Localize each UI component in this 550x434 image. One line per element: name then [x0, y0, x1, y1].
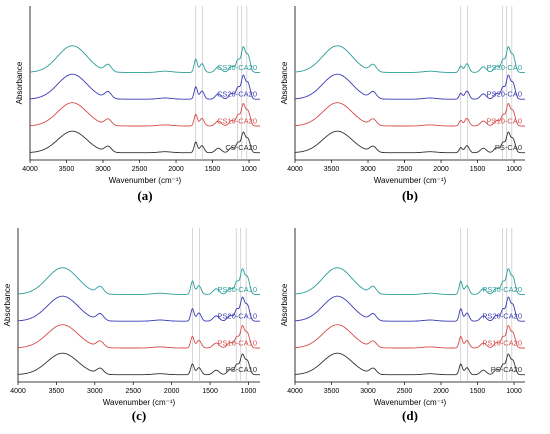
- series-label: PS20-CA0: [487, 90, 522, 99]
- series-line: [18, 295, 260, 322]
- series-line: [18, 267, 260, 295]
- x-tick-label: 1500: [470, 166, 486, 173]
- x-tick-label: 3500: [59, 166, 75, 173]
- x-tick-label: 2000: [168, 166, 184, 173]
- x-axis-label: Wavenumber (cm⁻¹): [109, 176, 182, 185]
- panel-label: (b): [402, 188, 418, 203]
- series-label: PS30-CA0: [487, 63, 522, 72]
- x-tick-label: 4000: [287, 388, 303, 395]
- x-tick-label: 3500: [324, 388, 340, 395]
- series-line: [295, 295, 525, 322]
- x-tick-label: 3000: [87, 388, 103, 395]
- series-label: PS10-CA10: [217, 338, 257, 347]
- y-axis-label: Absorbance: [280, 283, 289, 326]
- x-tick-label: 2000: [433, 388, 449, 395]
- series-label: PS-CA10: [226, 365, 257, 374]
- x-tick-label: 1500: [202, 388, 218, 395]
- x-tick-label: 3500: [49, 388, 65, 395]
- y-axis-label: Absorbance: [15, 61, 24, 104]
- chart-panel-2: 4000 3500 3000 2500 2000 1500 1000 Wavenumber (…: [280, 6, 525, 203]
- chart-panel-3: 4000 3500 3000 2500 2000 1500 1000 Wavenumber (…: [3, 228, 260, 423]
- series-label: PS20-CA10: [217, 312, 257, 321]
- series-line: [295, 324, 525, 349]
- x-tick-label: 2500: [397, 166, 413, 173]
- series-label: PS30-CA10: [217, 285, 257, 294]
- y-axis-label: Absorbance: [280, 61, 289, 104]
- series-line: [295, 130, 525, 154]
- series-label: PS10-CA0: [487, 116, 522, 125]
- series-label: PS10-CA20: [482, 338, 522, 347]
- x-tick-label: 3500: [324, 166, 340, 173]
- series-line: [30, 102, 260, 127]
- x-axis-label: Wavenumber (cm⁻¹): [374, 398, 447, 407]
- series-label: PS-CA0: [495, 143, 522, 152]
- chart-panel-1: 4000 3500 3000 2500 2000 1500 1000 Wavenumber (…: [15, 6, 260, 203]
- series-label: PS30-CA20: [482, 285, 522, 294]
- x-tick-label: 2500: [397, 388, 413, 395]
- series-label: CS10-CA20: [217, 116, 257, 125]
- panel-label: (c): [132, 408, 146, 423]
- x-tick-label: 1000: [241, 388, 257, 395]
- x-tick-label: 1000: [506, 388, 522, 395]
- x-tick-label: 2000: [433, 166, 449, 173]
- x-tick-label: 2500: [125, 388, 141, 395]
- series-line: [295, 352, 525, 376]
- series-label: PS20-CA20: [482, 312, 522, 321]
- x-tick-label: 1500: [470, 388, 486, 395]
- series-line: [18, 324, 260, 349]
- x-tick-label: 4000: [287, 166, 303, 173]
- x-tick-label: 1000: [241, 166, 257, 173]
- x-tick-label: 3000: [360, 166, 376, 173]
- x-tick-label: 4000: [22, 166, 38, 173]
- panel-label: (a): [137, 188, 152, 203]
- panel-label: (d): [402, 408, 418, 423]
- x-tick-label: 3000: [360, 388, 376, 395]
- x-tick-label: 3000: [95, 166, 111, 173]
- series-label: CS-CA20: [225, 143, 257, 152]
- x-tick-label: 2500: [132, 166, 148, 173]
- series-line: [18, 352, 260, 376]
- series-line: [30, 45, 260, 73]
- series-label: CS20-CA20: [217, 90, 257, 99]
- x-tick-label: 4000: [10, 388, 26, 395]
- series-line: [30, 73, 260, 100]
- x-tick-label: 1000: [506, 166, 522, 173]
- series-label: PS-CA20: [491, 365, 522, 374]
- x-tick-label: 1500: [205, 166, 221, 173]
- series-line: [295, 45, 525, 73]
- x-axis-label: Wavenumber (cm⁻¹): [374, 176, 447, 185]
- x-axis-label: Wavenumber (cm⁻¹): [103, 398, 176, 407]
- chart-panel-4: 4000 3500 3000 2500 2000 1500 1000 Wavenumber (…: [280, 228, 525, 423]
- y-axis-label: Absorbance: [3, 283, 12, 326]
- series-line: [295, 73, 525, 100]
- series-line: [30, 130, 260, 154]
- series-label: CS30-CA20: [217, 63, 257, 72]
- series-line: [295, 267, 525, 295]
- x-tick-label: 2000: [164, 388, 180, 395]
- series-line: [295, 102, 525, 127]
